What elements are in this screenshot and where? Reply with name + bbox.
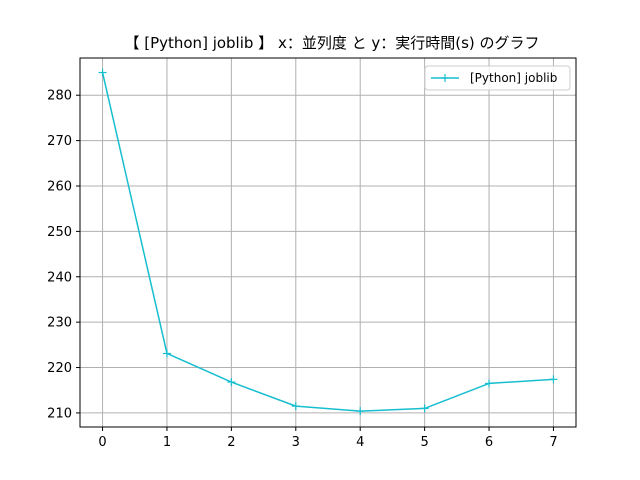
- x-tick-label: 0: [98, 435, 106, 450]
- data-point: [227, 378, 236, 387]
- x-tick-label: 6: [485, 435, 493, 450]
- y-tick-label: 280: [47, 89, 72, 104]
- y-tick-label: 250: [47, 225, 72, 240]
- y-tick-label: 270: [47, 134, 72, 149]
- legend: [Python] joblib: [424, 65, 571, 91]
- data-point: [420, 404, 429, 413]
- x-tick-label: 7: [549, 435, 557, 450]
- x-tick-label: 1: [163, 435, 171, 450]
- axis-ticks: 0 1 2 3 4 5 6 7 210 220 230 240 250 260 270 280: [47, 89, 557, 450]
- series-layer: [98, 68, 558, 416]
- data-point: [485, 379, 494, 388]
- legend-box: [424, 65, 571, 91]
- x-tick-label: 3: [292, 435, 300, 450]
- grid: [80, 58, 576, 427]
- y-tick-label: 210: [47, 406, 72, 421]
- series-line: [101, 72, 554, 412]
- data-point: [549, 375, 558, 384]
- data-point: [162, 349, 171, 358]
- data-point: [98, 68, 107, 77]
- x-tick-label: 5: [420, 435, 428, 450]
- x-tick-label: 4: [356, 435, 364, 450]
- plot-frame: [79, 57, 577, 428]
- y-tick-label: 240: [47, 270, 72, 285]
- y-tick-label: 220: [47, 361, 72, 376]
- legend-marker: [441, 74, 449, 82]
- x-tick-label: 2: [227, 435, 235, 450]
- y-tick-label: 230: [47, 316, 72, 331]
- legend-label: [Python] joblib: [470, 71, 557, 85]
- data-point: [291, 402, 300, 411]
- data-point: [356, 407, 365, 416]
- y-tick-label: 260: [47, 179, 72, 194]
- chart-title: 【 [Python] joblib 】 x：並列度 と y：実行時間(s) のグ…: [124, 34, 539, 52]
